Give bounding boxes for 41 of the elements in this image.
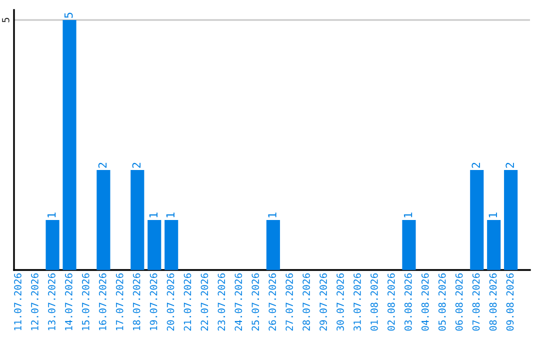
x-tick-label: 26.07.2026	[268, 273, 276, 331]
x-tick-label: 28.07.2026	[302, 273, 310, 331]
data-label: 1	[268, 212, 276, 218]
x-tick-label: 14.07.2026	[64, 273, 72, 330]
x-tick-label: 21.07.2026	[184, 273, 192, 331]
x-tick-label: 18.07.2026	[132, 273, 140, 330]
x-tick-label: 20.07.2026	[166, 273, 174, 331]
x-tick-label: 29.07.2026	[320, 273, 327, 331]
x-tick-label: 19.07.2026	[150, 273, 158, 330]
x-tick-label: 07.08.2026	[472, 273, 480, 331]
x-tick-label: 04.08.2026	[421, 273, 429, 331]
data-label: 1	[48, 212, 56, 218]
x-tick-label: 06.08.2026	[455, 273, 463, 331]
x-tick-label: 08.08.2026	[489, 273, 497, 331]
x-tick-label: 31.07.2026	[354, 273, 361, 331]
data-label: 1	[166, 212, 174, 218]
x-tick-label: 12.07.2026	[31, 273, 38, 330]
data-label: 1	[404, 212, 412, 218]
x-tick-label: 16.07.2026	[98, 273, 106, 330]
x-tick-label: 13.07.2026	[48, 273, 56, 330]
data-label: 2	[506, 162, 514, 168]
x-tick-label: 24.07.2026	[234, 273, 242, 331]
x-tick-label: 17.07.2026	[116, 273, 124, 330]
data-label: 2	[98, 162, 107, 168]
data-label: 1	[149, 212, 158, 218]
data-label: 2	[132, 162, 140, 168]
data-label: 1	[488, 212, 497, 218]
x-tick-label: 02.08.2026	[387, 273, 395, 331]
x-tick-label: 15.07.2026	[82, 273, 90, 330]
data-label: 2	[472, 162, 480, 168]
x-tick-label: 03.08.2026	[404, 273, 412, 331]
x-tick-label: 30.07.2026	[336, 273, 344, 331]
x-tick-label: 25.07.2026	[252, 273, 260, 331]
x-tick-label: 05.08.2026	[438, 273, 446, 331]
x-tick-label: 23.07.2026	[218, 273, 226, 331]
x-tick-label: 11.07.2026	[14, 273, 22, 330]
x-tick-label: 22.07.2026	[200, 273, 208, 331]
x-tick-label: 27.07.2026	[286, 273, 294, 331]
x-tick-label: 01.08.2026	[370, 273, 378, 331]
data-label: 5	[64, 12, 73, 18]
x-tick-label: 09.08.2026	[506, 273, 514, 331]
